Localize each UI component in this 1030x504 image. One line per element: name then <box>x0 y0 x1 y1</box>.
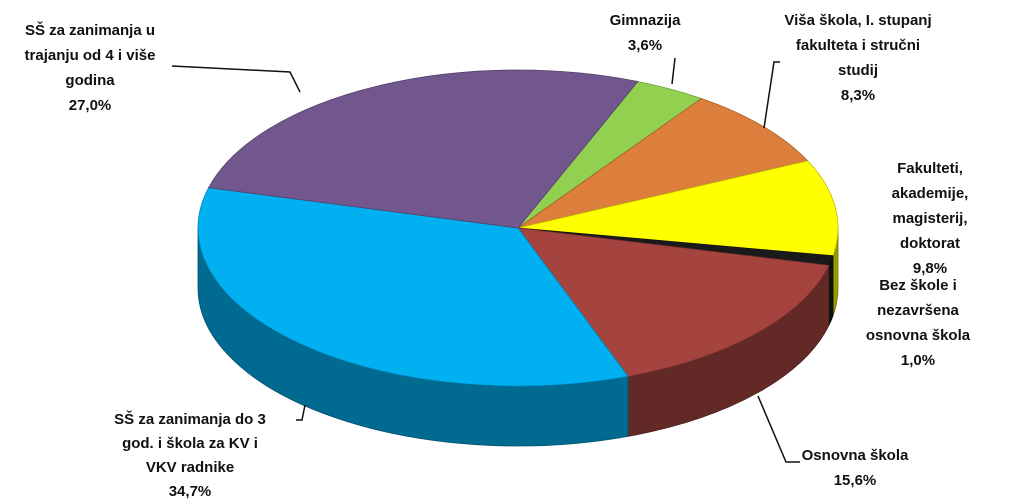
data-label: Bez škole i nezavršena osnovna škola 1,0% <box>862 273 974 373</box>
data-label: SŠ za zanimanja do 3 god. i škola za KV … <box>114 408 266 504</box>
leader-lines <box>171 57 800 463</box>
pie-side <box>828 255 834 326</box>
pie-slice <box>207 69 639 229</box>
data-label: Fakulteti, akademije, magisterij, doktor… <box>880 156 980 281</box>
value-label: 1,0% <box>900 352 936 369</box>
pie-slice <box>517 160 839 257</box>
category-label: Fakulteti, akademije, magisterij, doktor… <box>891 160 969 252</box>
data-label: Osnovna škola 15,6% <box>802 443 909 493</box>
category-label: Bez škole i nezavršena osnovna škola <box>865 277 971 344</box>
leader-line <box>757 395 800 463</box>
leader-line <box>171 65 301 93</box>
pie-slice <box>517 227 830 377</box>
data-label: SŠ za zanimanja u trajanju od 4 i više g… <box>25 18 156 118</box>
value-label: 3,6% <box>627 37 663 54</box>
category-label: Gimnazija <box>609 12 681 29</box>
category-label: Viša škola, I. stupanj fakulteta i struč… <box>784 12 932 79</box>
pie-sides <box>197 227 839 447</box>
leader-line <box>671 57 676 85</box>
category-label: SŠ za zanimanja do 3 god. i škola za KV … <box>114 411 266 476</box>
data-label: Viša škola, I. stupanj fakulteta i struč… <box>784 8 931 108</box>
value-label: 8,3% <box>840 87 876 104</box>
category-label: SŠ za zanimanja u trajanju od 4 i više g… <box>24 22 156 89</box>
value-label: 9,8% <box>912 260 948 277</box>
value-label: 34,7% <box>168 483 212 500</box>
value-label: 27,0% <box>68 97 112 114</box>
data-label: Gimnazija 3,6% <box>610 8 681 58</box>
pie-slice <box>197 187 629 387</box>
category-label: Osnovna škola <box>801 447 909 464</box>
pie-slice <box>517 98 809 229</box>
leader-line <box>296 404 306 421</box>
value-label: 15,6% <box>833 472 877 489</box>
pie-tops <box>197 69 839 387</box>
leader-line <box>763 61 780 129</box>
